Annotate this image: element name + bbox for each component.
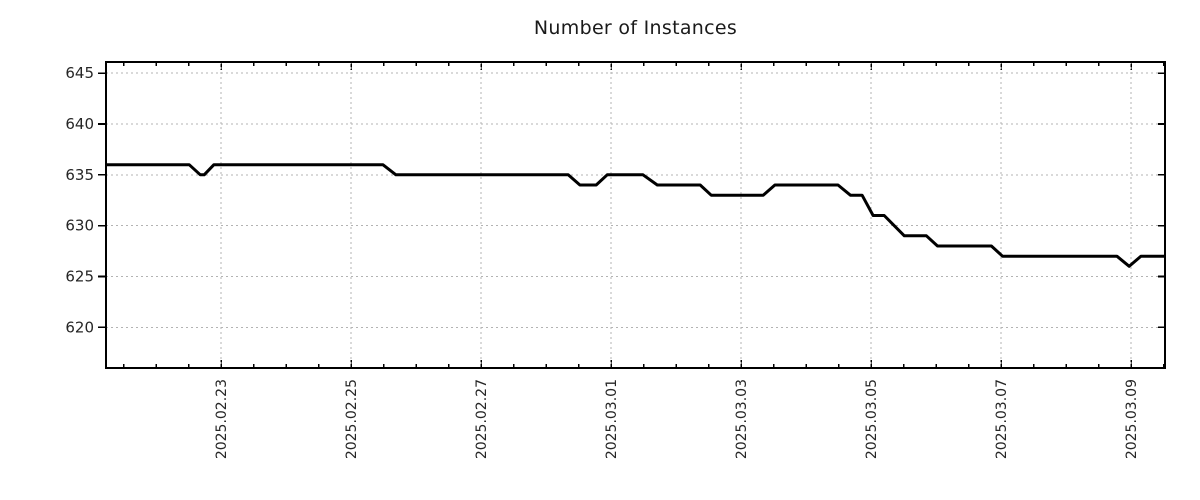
y-tick-label: 645 bbox=[65, 64, 94, 82]
series-line bbox=[106, 163, 1165, 268]
x-tick-label: 2025.03.03 bbox=[734, 379, 750, 459]
x-tick-label: 2025.02.23 bbox=[214, 379, 230, 459]
x-tick-label: 2025.03.05 bbox=[864, 379, 880, 459]
y-tick-label: 630 bbox=[65, 217, 94, 235]
x-tick-label: 2025.02.27 bbox=[474, 379, 490, 459]
x-tick-label: 2025.03.09 bbox=[1124, 379, 1140, 459]
x-tick-label: 2025.03.07 bbox=[994, 379, 1010, 459]
x-tick-label: 2025.02.25 bbox=[344, 379, 360, 459]
y-tick-label: 635 bbox=[65, 166, 94, 184]
y-tick-label: 620 bbox=[65, 318, 94, 336]
y-tick-label: 625 bbox=[65, 268, 94, 286]
chart-title: Number of Instances bbox=[533, 17, 738, 39]
plot-frame bbox=[105, 61, 1166, 369]
x-tick-label: 2025.03.01 bbox=[604, 379, 620, 459]
y-tick-label: 640 bbox=[65, 115, 94, 133]
